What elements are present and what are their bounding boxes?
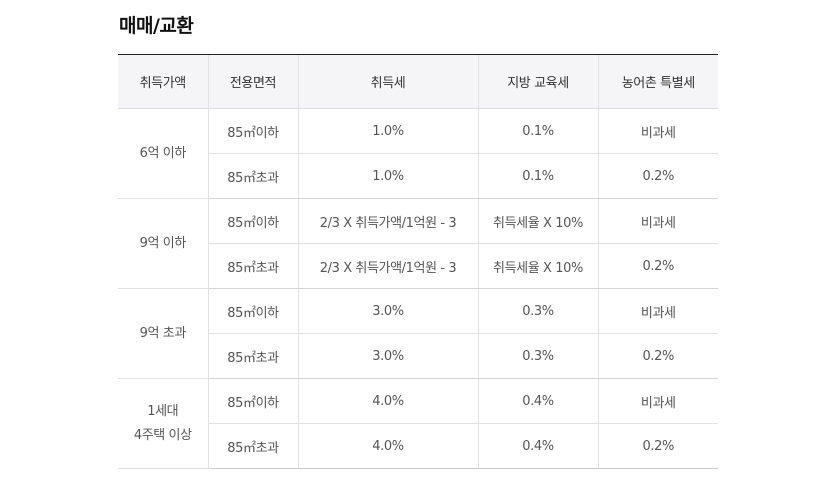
table-row: 85㎡초과 1.0% 0.1% 0.2%	[118, 153, 718, 199]
acquisition-tax-cell: 3.0%	[297, 288, 478, 334]
area-cell: 85㎡초과	[207, 153, 298, 199]
area-cell: 85㎡이하	[207, 198, 298, 244]
acquisition-tax-table: 취득가액 전용면적 취득세 지방 교육세 농어촌 특별세 6억 이하 85㎡이하…	[118, 54, 718, 469]
table-body: 6억 이하 85㎡이하 1.0% 0.1% 비과세 85㎡초과 1.0% 0.1…	[118, 108, 718, 469]
table-row: 1세대 4주택 이상 85㎡이하 4.0% 0.4% 비과세	[118, 378, 718, 469]
table-row: 9억 이하 85㎡이하 2/3 X 취득가액/1억원 - 3 취득세율 X 10…	[118, 198, 718, 289]
area-cell: 85㎡이하	[207, 288, 298, 334]
acquisition-tax-cell: 2/3 X 취득가액/1억원 - 3	[297, 243, 478, 289]
price-range-cell: 9억 이하	[118, 198, 208, 289]
header-local-education-tax: 지방 교육세	[477, 54, 598, 109]
acquisition-tax-cell: 1.0%	[297, 108, 478, 154]
acquisition-tax-cell: 3.0%	[297, 333, 478, 379]
area-cell: 85㎡이하	[207, 108, 298, 154]
price-range-label: 9억 이하	[139, 235, 187, 251]
rural-tax-cell: 0.2%	[597, 423, 718, 469]
price-range-cell: 9억 초과	[118, 288, 208, 379]
rural-tax-cell: 비과세	[597, 108, 718, 154]
acquisition-tax-cell: 4.0%	[297, 378, 478, 424]
table-row: 9억 초과 85㎡이하 3.0% 0.3% 비과세	[118, 288, 718, 379]
rural-tax-cell: 0.2%	[597, 243, 718, 289]
table-row: 85㎡초과 4.0% 0.4% 0.2%	[118, 423, 718, 469]
header-row: 취득가액 전용면적 취득세 지방 교육세 농어촌 특별세	[118, 54, 718, 109]
rural-tax-cell: 비과세	[597, 378, 718, 424]
header-acquisition-price: 취득가액	[118, 54, 208, 109]
section-title: 매매/교환	[119, 15, 194, 37]
education-tax-cell: 0.3%	[477, 288, 598, 334]
acquisition-tax-cell: 1.0%	[297, 153, 478, 199]
price-range-label: 1세대	[147, 403, 179, 419]
header-exclusive-area: 전용면적	[207, 54, 298, 109]
education-tax-cell: 0.4%	[477, 378, 598, 424]
price-range-cell: 6억 이하	[118, 108, 208, 199]
education-tax-cell: 0.1%	[477, 108, 598, 154]
education-tax-cell: 0.3%	[477, 333, 598, 379]
table-row: 85㎡초과 3.0% 0.3% 0.2%	[118, 333, 718, 379]
rural-tax-cell: 비과세	[597, 198, 718, 244]
rural-tax-cell: 0.2%	[597, 333, 718, 379]
acquisition-tax-cell: 4.0%	[297, 423, 478, 469]
price-range-cell: 1세대 4주택 이상	[118, 378, 208, 469]
table-header: 취득가액 전용면적 취득세 지방 교육세 농어촌 특별세	[118, 54, 718, 109]
header-rural-special-tax: 농어촌 특별세	[597, 54, 718, 109]
rural-tax-cell: 0.2%	[597, 153, 718, 199]
area-cell: 85㎡초과	[207, 333, 298, 379]
price-range-label: 6억 이하	[139, 145, 187, 161]
education-tax-cell: 0.1%	[477, 153, 598, 199]
price-range-label: 4주택 이상	[133, 427, 192, 443]
header-acquisition-tax: 취득세	[297, 54, 478, 109]
education-tax-cell: 취득세율 X 10%	[477, 198, 598, 244]
table-row: 85㎡초과 2/3 X 취득가액/1억원 - 3 취득세율 X 10% 0.2%	[118, 243, 718, 289]
price-range-label: 9억 초과	[139, 325, 187, 341]
table-row: 6억 이하 85㎡이하 1.0% 0.1% 비과세	[118, 108, 718, 199]
area-cell: 85㎡초과	[207, 243, 298, 289]
acquisition-tax-cell: 2/3 X 취득가액/1억원 - 3	[297, 198, 478, 244]
education-tax-cell: 0.4%	[477, 423, 598, 469]
rural-tax-cell: 비과세	[597, 288, 718, 334]
area-cell: 85㎡초과	[207, 423, 298, 469]
area-cell: 85㎡이하	[207, 378, 298, 424]
education-tax-cell: 취득세율 X 10%	[477, 243, 598, 289]
